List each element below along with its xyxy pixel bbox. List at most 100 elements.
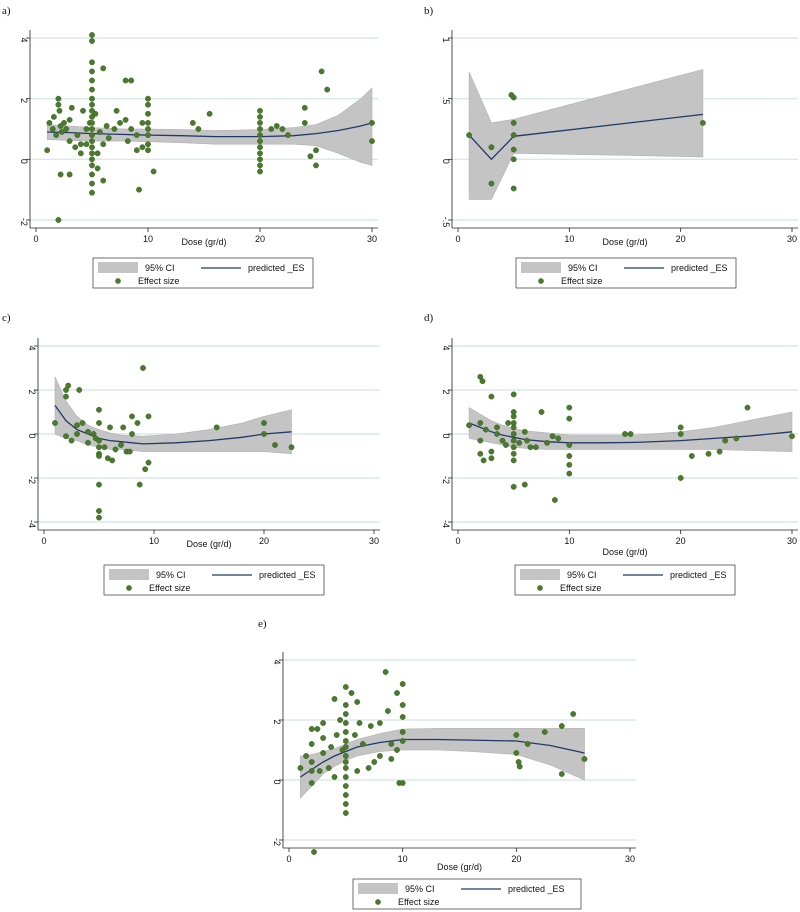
panel-letter: c): [2, 312, 11, 324]
effect-size-point: [96, 514, 102, 521]
effect-size-point: [688, 453, 695, 459]
effect-size-point: [351, 732, 358, 738]
effect-size-point: [279, 126, 286, 132]
effect-size-point: [257, 132, 263, 139]
x-axis-title: Dose (gr/d): [181, 237, 226, 247]
effect-size-point: [622, 431, 628, 437]
x-tick-label: 20: [676, 536, 686, 546]
effect-size-point: [466, 132, 472, 139]
y-tick-label: 4: [27, 345, 37, 350]
y-tick-label: -.5: [441, 217, 451, 228]
effect-size-point: [101, 444, 108, 451]
y-tick-label: 2: [27, 389, 37, 394]
effect-size-point: [53, 132, 60, 139]
effect-size-point: [342, 765, 349, 771]
effect-size-point: [733, 435, 740, 442]
y-tick-label: -2: [27, 476, 37, 484]
y-tick-label: 4: [19, 37, 29, 42]
effect-size-point: [570, 711, 577, 717]
effect-size-point: [342, 729, 349, 735]
effect-size-point: [103, 123, 110, 129]
effect-size-point: [72, 144, 79, 151]
effect-size-point: [337, 717, 343, 723]
effect-size-point: [272, 442, 278, 448]
y-tick-label: 2: [19, 98, 29, 103]
effect-size-point: [89, 132, 95, 139]
ci-band: [468, 407, 793, 452]
effect-size-point: [744, 404, 751, 411]
effect-size-point: [96, 420, 102, 426]
effect-size-point: [384, 708, 391, 714]
predicted-line: [54, 405, 292, 445]
effect-size-point: [89, 171, 95, 178]
effect-size-point: [311, 849, 317, 855]
y-tick-label: 1: [441, 37, 451, 42]
effect-size-point: [128, 126, 135, 132]
effect-size-point: [399, 714, 406, 720]
legend-ci-swatch: [109, 569, 149, 580]
effect-size-point: [96, 508, 102, 514]
effect-size-point: [65, 382, 72, 389]
effect-size-point: [206, 110, 213, 117]
effect-size-point: [44, 147, 51, 154]
chart-panel-c: c) -4 -2 0 2 4 0 10 20 30 Dose (gr/d) 95% CI predict…: [2, 312, 380, 596]
effect-size-point: [257, 120, 263, 126]
effect-size-point: [74, 422, 80, 429]
x-tick-label: 0: [33, 234, 38, 244]
effect-size-point: [140, 365, 146, 371]
effect-size-point: [89, 189, 95, 196]
effect-size-point: [58, 129, 65, 135]
effect-size-point: [111, 126, 118, 132]
effect-size-point: [257, 150, 263, 157]
effect-size-point: [94, 165, 101, 172]
effect-size-point: [394, 747, 400, 753]
effect-size-point: [499, 437, 506, 444]
x-tick-label: 30: [787, 536, 797, 546]
legend-line-label: predicted _ES: [670, 570, 727, 580]
effect-size-point: [145, 126, 151, 132]
effect-size-point: [145, 101, 151, 108]
effect-size-point: [89, 150, 95, 157]
effect-size-point: [700, 120, 706, 126]
effect-size-point: [477, 437, 484, 444]
legend-ci-swatch: [521, 262, 561, 273]
effect-size-point: [257, 138, 263, 145]
panel-letter: e): [258, 618, 267, 630]
effect-size-point: [109, 457, 116, 464]
panel-letter: b): [424, 5, 434, 17]
effect-size-point: [342, 684, 349, 690]
effect-size-point: [494, 424, 500, 431]
effect-size-point: [89, 86, 95, 93]
effect-size-point: [510, 424, 517, 431]
effect-size-point: [257, 126, 263, 132]
effect-size-point: [367, 723, 374, 729]
effect-size-point: [477, 420, 484, 426]
x-tick-label: 10: [143, 234, 153, 244]
effect-size-point: [89, 32, 95, 38]
effect-size-point: [566, 442, 573, 448]
effect-size-point: [510, 413, 517, 420]
legend-ci-label: 95% CI: [156, 570, 186, 580]
effect-size-point: [705, 450, 712, 457]
effect-size-point: [566, 461, 573, 468]
effect-size-point: [66, 171, 73, 178]
effect-size-point: [552, 497, 558, 503]
x-axis-title: Dose (gr/d): [437, 862, 482, 872]
ci-band: [46, 87, 373, 166]
effect-size-point: [488, 448, 495, 455]
legend-ci-label: 95% CI: [568, 263, 598, 273]
effect-size-point: [76, 387, 83, 393]
effect-size-point: [105, 135, 112, 142]
effect-size-point: [257, 114, 263, 120]
effect-size-point: [89, 162, 95, 169]
legend-ci-swatch: [520, 569, 560, 580]
y-tick-label: -2: [441, 476, 451, 484]
x-tick-label: 20: [511, 854, 521, 864]
effect-size-point: [716, 448, 723, 455]
effect-size-point: [510, 146, 517, 153]
effect-size-point: [627, 431, 634, 437]
effect-size-point: [318, 68, 325, 75]
ci-band: [54, 376, 292, 455]
effect-size-point: [369, 138, 375, 145]
effect-size-point: [89, 59, 95, 66]
